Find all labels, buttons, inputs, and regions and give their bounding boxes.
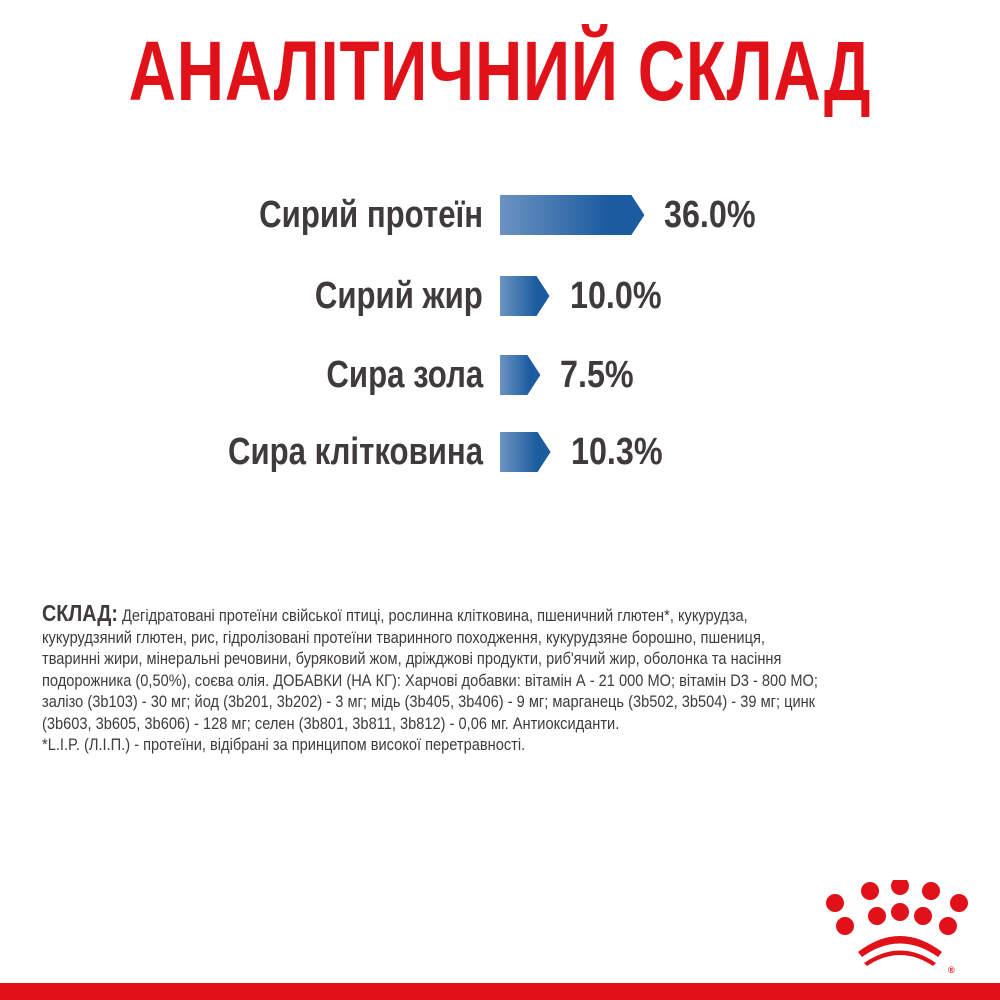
- composition-line-6: *L.I.P. (Л.І.П.) - протеїни, відібрані з…: [42, 735, 526, 754]
- composition-line-2: тваринні жири, мінеральні речовини, буря…: [42, 649, 782, 668]
- value-label: 10.3%: [570, 431, 663, 473]
- chart-row: Сирий жир 10.0%: [0, 276, 1000, 316]
- brand-logo: ®: [818, 877, 968, 976]
- composition-line-4: залізо (3b103) - 30 мг; йод (3b201, 3b20…: [42, 692, 816, 711]
- analytical-composition-chart: Сирий протеїн 36.0% Сирий жир 10.0% Сира зол…: [0, 195, 1000, 472]
- composition-text: СКЛАД: Дегідратовані протеїни свійської …: [42, 600, 882, 756]
- page-title: АНАЛІТИЧНИЙ СКЛАД: [128, 24, 872, 118]
- category-label: Сира зола: [326, 354, 483, 396]
- value-bar: [500, 355, 541, 395]
- category-label: Сирий протеїн: [259, 194, 483, 236]
- chart-row: Сира клітковина 10.3%: [0, 432, 1000, 472]
- composition-line-0: СКЛАД: Дегідратовані протеїни свійської …: [42, 600, 748, 626]
- value-label: 10.0%: [569, 275, 662, 317]
- brand-footer-bar: [0, 983, 1000, 1000]
- value-bar: [500, 432, 551, 472]
- composition-line-1: кукурудзяний глютен, рис, гідролізовані …: [42, 627, 765, 647]
- svg-text:®: ®: [948, 965, 955, 975]
- value-label: 36.0%: [664, 194, 756, 236]
- chart-row: Сира зола 7.5%: [0, 355, 1000, 395]
- composition-line-3: подорожника (0,50%), соєва олія. ДОБАВКИ…: [42, 670, 819, 690]
- value-label: 7.5%: [560, 354, 635, 396]
- category-label: Сира клітковина: [227, 431, 483, 473]
- value-bar: [500, 195, 645, 235]
- category-label: Сирий жир: [315, 275, 483, 317]
- value-bar: [500, 276, 550, 316]
- composition-line-5: (3b603, 3b605, 3b606) - 128 мг; селен (3…: [42, 713, 620, 733]
- composition-lead: СКЛАД:: [42, 600, 118, 626]
- chart-row: Сирий протеїн 36.0%: [0, 195, 1000, 235]
- crown-icon: ®: [826, 877, 968, 975]
